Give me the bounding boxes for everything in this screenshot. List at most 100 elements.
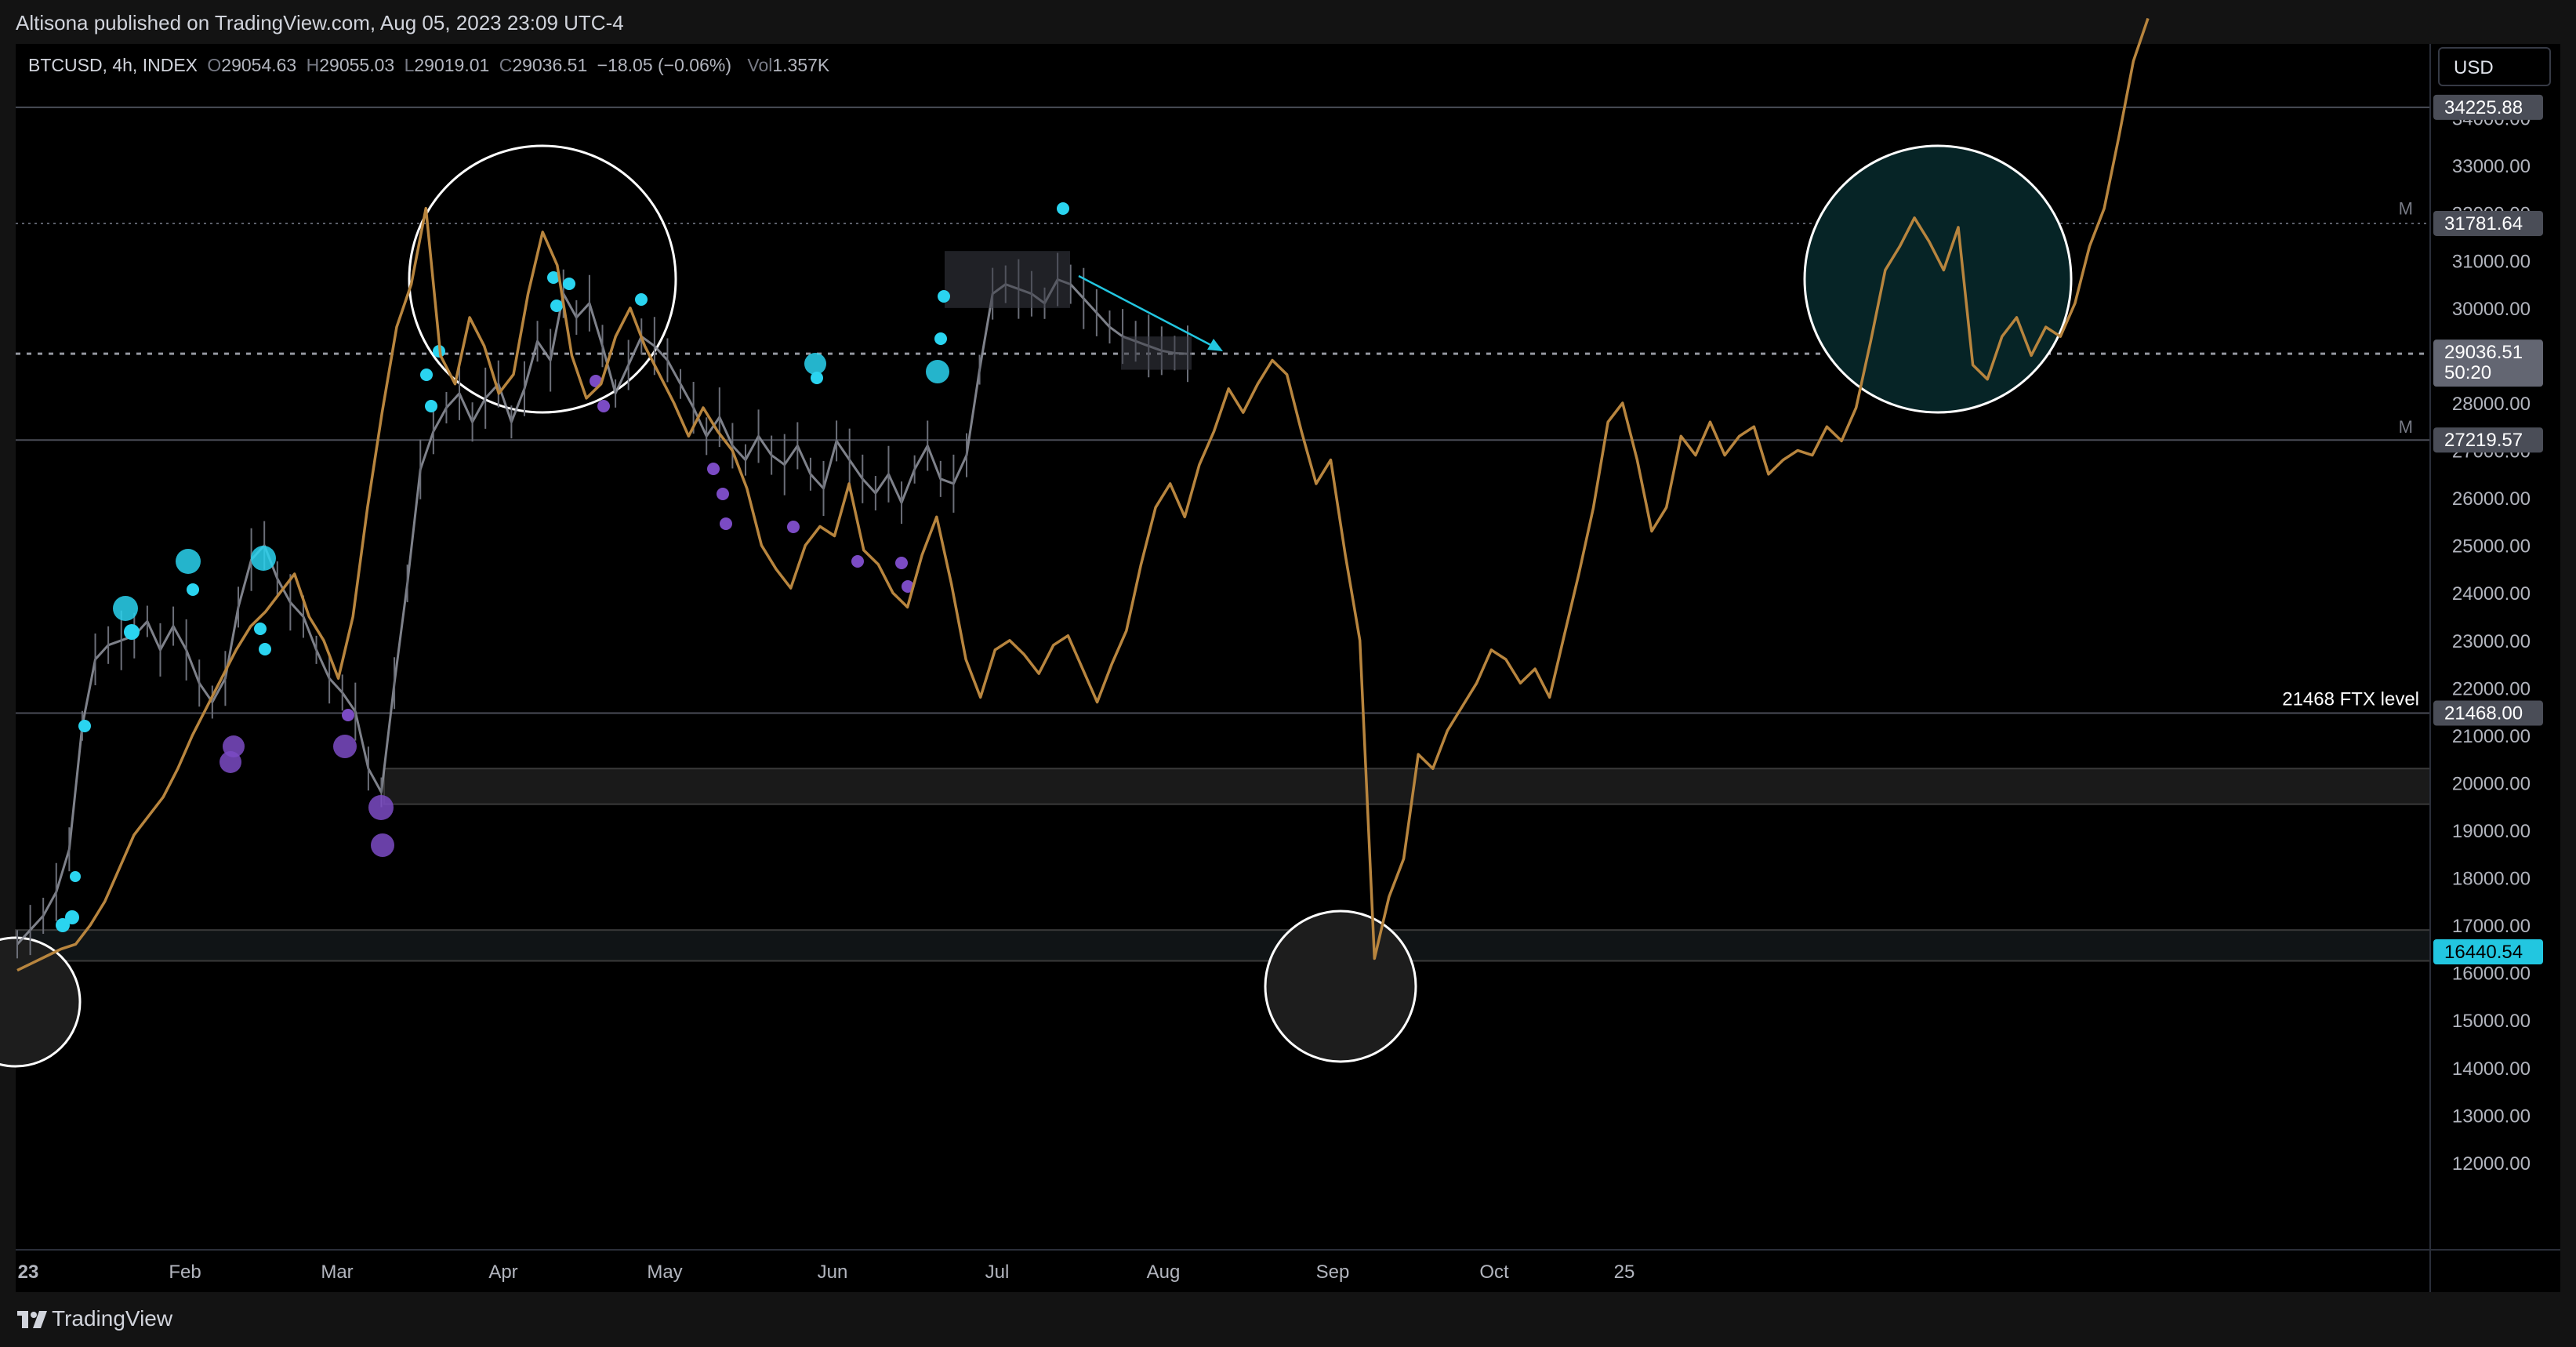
bearish-signal-dot	[895, 557, 908, 569]
volume-profile-box	[945, 251, 1070, 308]
symbol-legend: BTCUSD, 4h, INDEX O29054.63 H29055.03 L2…	[28, 55, 829, 76]
footer-bar: TradingView	[0, 1292, 2576, 1347]
bullish-signal-dot	[938, 290, 950, 303]
bullish-signal-dot	[176, 549, 201, 574]
ftx-level-annotation: 21468 FTX level	[2282, 689, 2419, 710]
support-zone-20k	[383, 768, 2431, 805]
highlight-circle-december	[1803, 144, 2073, 414]
y-tick-label: 19000.00	[2452, 821, 2531, 842]
x-tick-label: Mar	[321, 1262, 353, 1283]
x-tick-label: 23	[18, 1262, 39, 1283]
price-label-bg	[2433, 427, 2543, 453]
volume-profile-box	[1121, 336, 1192, 370]
x-tick-label: Apr	[488, 1262, 517, 1283]
x-tick-label: 25	[1614, 1262, 1635, 1283]
y-tick-label: 22000.00	[2452, 678, 2531, 699]
bullish-signal-dot	[420, 369, 433, 381]
bullish-signal-dot	[254, 623, 267, 635]
bullish-signal-dot	[70, 871, 81, 882]
currency-button[interactable]: USD	[2438, 47, 2551, 86]
x-tick-label: Jul	[985, 1262, 1010, 1283]
chart-frame[interactable]	[16, 44, 2560, 1292]
price-label: 34225.88	[2444, 97, 2523, 118]
bearish-signal-dot	[717, 488, 729, 500]
bullish-signal-dot	[187, 583, 199, 596]
bullish-signal-dot	[56, 918, 70, 932]
price-label: 29036.51	[2444, 342, 2523, 363]
bullish-signal-dot	[934, 332, 947, 345]
volume-label: Vol	[747, 55, 773, 75]
high-value: 29055.03	[319, 55, 395, 75]
bearish-signal-dot	[902, 580, 914, 593]
y-tick-label: 17000.00	[2452, 916, 2531, 937]
m-marker: M	[2399, 417, 2413, 437]
bullish-signal-dot	[124, 624, 140, 640]
price-label: 31781.64	[2444, 213, 2523, 234]
y-tick-label: 30000.00	[2452, 299, 2531, 320]
trend-arrow-line	[1078, 274, 1221, 351]
volume-value: 1.357K	[772, 55, 830, 75]
bullish-signal-dot	[926, 360, 949, 383]
bullish-signal-dot	[78, 720, 91, 732]
x-tick-label: Aug	[1147, 1262, 1181, 1283]
tradingview-logo-icon[interactable]	[17, 1309, 52, 1330]
countdown-label: 50:20	[2444, 362, 2491, 383]
annotations: 21468 FTX level	[2282, 689, 2419, 710]
y-tick-label: 18000.00	[2452, 869, 2531, 890]
brand-name: TradingView	[52, 1306, 173, 1331]
x-tick-label: Sep	[1316, 1262, 1350, 1283]
y-tick-label: 33000.00	[2452, 156, 2531, 177]
y-tick-label: 12000.00	[2452, 1153, 2531, 1175]
open-label: O	[207, 55, 222, 75]
bearish-signal-dot	[597, 400, 610, 412]
overlay-line-series	[16, 17, 2150, 972]
time-axis: 23 Feb Mar Apr May Jun Jul Aug Sep Oct 25	[16, 1249, 2560, 1283]
candle-series	[16, 251, 1192, 959]
bearish-signal-dot	[371, 833, 394, 857]
price-label-bg	[2433, 939, 2543, 964]
close-label: C	[499, 55, 513, 75]
bullish-signal-dot	[65, 910, 79, 924]
symbol-info: BTCUSD, 4h, INDEX	[28, 55, 198, 75]
y-tick-label: 28000.00	[2452, 394, 2531, 415]
y-tick-label: 20000.00	[2452, 773, 2531, 794]
low-label: L	[404, 55, 415, 75]
y-tick-label: 14000.00	[2452, 1058, 2531, 1080]
x-tick-label: May	[647, 1262, 682, 1283]
publisher-line: Altisona published on TradingView.com, A…	[16, 11, 624, 34]
bearish-signal-dot	[787, 521, 800, 533]
change-value: −18.05 (−0.06%)	[597, 55, 731, 75]
m-marker: M	[2399, 199, 2413, 219]
open-value: 29054.63	[221, 55, 297, 75]
horizontal-levels	[16, 106, 2430, 953]
y-tick-label: 16000.00	[2452, 964, 2531, 985]
bearish-signal-dot	[220, 751, 241, 773]
overlay-line	[16, 17, 2150, 972]
price-label-bg	[2433, 210, 2543, 236]
x-tick-label: Jun	[818, 1262, 848, 1283]
bullish-signal-dot	[635, 293, 648, 306]
highlight-circle-april	[408, 144, 677, 414]
low-value: 29019.01	[414, 55, 490, 75]
bullish-signal-dot	[113, 596, 138, 621]
bullish-signal-dot	[1057, 202, 1069, 215]
y-tick-label: 21000.00	[2452, 726, 2531, 747]
bearish-signal-dot	[851, 555, 864, 568]
price-label: 27219.57	[2444, 430, 2523, 451]
price-axis: 12000.00 13000.00 14000.00 15000.00 16000.00…	[2399, 44, 2543, 1292]
highlight-circle-september	[1264, 909, 1417, 1063]
y-tick-label: 15000.00	[2452, 1011, 2531, 1032]
price-label: 21468.00	[2444, 703, 2523, 724]
price-label: 16440.54	[2444, 942, 2523, 963]
y-tick-label: 26000.00	[2452, 488, 2531, 510]
bearish-signal-dot	[333, 735, 357, 758]
trend-arrow	[1078, 274, 1223, 351]
bullish-signal-dot	[563, 278, 575, 290]
bullish-signal-dot	[811, 372, 823, 384]
bullish-signal-dot	[547, 271, 560, 284]
signal-dots	[56, 202, 1069, 932]
bullish-signal-dot	[804, 353, 826, 375]
y-tick-label: 31000.00	[2452, 251, 2531, 272]
price-label-bg	[2433, 94, 2543, 120]
